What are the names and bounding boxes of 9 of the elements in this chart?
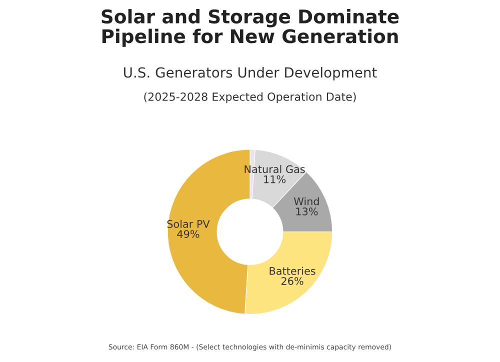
data-label: 26% [281, 277, 304, 285]
data-label: 13% [296, 208, 318, 216]
slice-label: Batteries [270, 266, 316, 275]
data-label: 49% [177, 230, 200, 238]
slice-label: Wind [294, 197, 319, 206]
text: (2025-2028 Expected Operation Date) [144, 92, 356, 104]
chart-title: Solar and Storage Dominate Pipeline for New Generation [102, 9, 399, 47]
data-label: 11% [264, 175, 286, 184]
chart-subtitle: U.S. Generators Under Development [124, 66, 377, 80]
